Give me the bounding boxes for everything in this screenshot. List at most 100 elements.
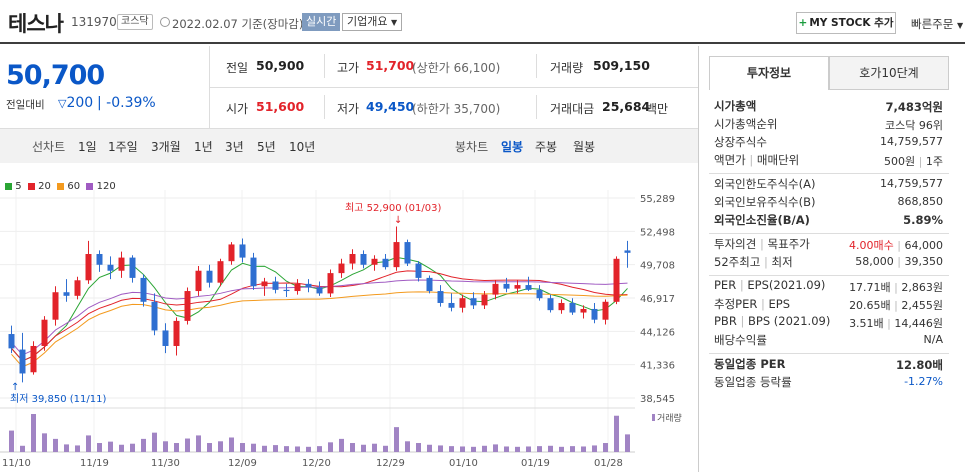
change-amount: 200 <box>66 95 94 111</box>
volume-bar <box>482 445 487 452</box>
plus-icon: + <box>798 17 808 29</box>
info-value: 500원 | 1주 <box>884 155 943 168</box>
volume-bar <box>152 432 157 452</box>
candle-weekly[interactable]: 주봉 <box>535 140 558 154</box>
volume-bar <box>592 445 597 452</box>
change-pct: | -0.39% <box>97 95 156 111</box>
volume-bar <box>108 441 113 452</box>
candle-body <box>272 281 279 290</box>
volume-bar <box>383 445 388 452</box>
high-label: 고가 <box>337 61 360 75</box>
volume-bar <box>625 434 630 452</box>
period-bar: 선차트 1일 1주일 3개월 1년 3년 5년 10년 봉차트 일봉 주봉 월봉 <box>0 128 698 163</box>
candle-body <box>74 280 81 296</box>
volume-bar <box>394 427 399 452</box>
volume-bar <box>548 445 553 452</box>
volume-bar <box>515 446 520 452</box>
info-value: 14,759,577 <box>880 177 943 190</box>
info-value: 17.71배 | 2,863원 <box>849 281 943 294</box>
volume-label: 거래량 <box>657 412 682 424</box>
down-triangle-icon: ▽ <box>58 97 67 110</box>
volume-bar <box>97 443 102 452</box>
info-value: 20.65배 | 2,455원 <box>849 299 943 312</box>
period-3m[interactable]: 3개월 <box>151 140 181 154</box>
high-value: 51,700 <box>366 58 415 73</box>
volume-bar <box>130 443 135 452</box>
chevron-down-icon: ▼ <box>390 18 398 27</box>
candle-body <box>63 292 70 296</box>
volume-bar <box>185 438 190 452</box>
ma60-swatch <box>57 182 65 190</box>
volume-bar <box>581 446 586 452</box>
volume-bar <box>284 446 289 452</box>
volume-bar <box>229 437 234 452</box>
info-key: PER | EPS(2021.09) <box>714 278 826 292</box>
candle-body <box>569 302 576 313</box>
candle-body <box>283 289 290 292</box>
candle-body <box>492 283 499 295</box>
candle-body <box>514 285 521 289</box>
y-tick-label: 44,126 <box>640 327 675 338</box>
info-key: PBR | BPS (2021.09) <box>714 314 831 328</box>
candle-body <box>459 298 466 308</box>
tab-invest-info[interactable]: 투자정보 <box>709 56 829 90</box>
mystock-add-button[interactable]: + MY STOCK 추가 <box>796 12 896 34</box>
down-arrow-icon: ↓ <box>394 215 402 226</box>
period-3y[interactable]: 3년 <box>225 140 244 154</box>
realtime-button[interactable]: 실시간 <box>302 13 341 31</box>
candle-daily[interactable]: 일봉 <box>501 140 524 154</box>
volume-bar <box>31 414 36 452</box>
info-key: 투자의견 | 목표주가 <box>714 237 810 251</box>
ma5-swatch <box>5 182 12 190</box>
ma20-swatch <box>27 182 35 190</box>
volume-bar <box>471 446 476 452</box>
period-10y[interactable]: 10년 <box>289 140 316 154</box>
tab-hoga[interactable]: 호가10단계 <box>829 56 949 90</box>
volume-bar <box>427 444 432 452</box>
period-1y[interactable]: 1년 <box>194 140 213 154</box>
volume-bar <box>350 443 355 452</box>
x-tick-label: 12/09 <box>228 458 257 469</box>
volume-bar <box>537 446 542 452</box>
volume-bar <box>174 443 179 452</box>
candle-body <box>503 283 510 289</box>
info-key: 동일업종 PER <box>714 357 786 371</box>
x-tick-label: 11/19 <box>80 458 109 469</box>
volume-bar <box>218 441 223 452</box>
candle-body <box>173 320 180 346</box>
ma60-label: 60 <box>67 181 81 192</box>
volume-bar <box>273 445 278 452</box>
volume-bar <box>361 444 366 452</box>
candle-body <box>316 287 323 294</box>
ma-legend: 5 20 60 120 <box>5 181 116 192</box>
candle-chart-label: 봉차트 <box>455 140 489 154</box>
info-key: 외국인보유주식수(B) <box>714 195 816 209</box>
period-5y[interactable]: 5년 <box>257 140 276 154</box>
x-tick-label: 01/28 <box>594 458 623 469</box>
candle-body <box>261 281 268 287</box>
candle-body <box>448 302 455 308</box>
volume-bar <box>262 445 267 452</box>
volume-bar <box>405 441 410 452</box>
info-key: 외국인소진율(B/A) <box>714 213 810 227</box>
candle-body <box>470 298 477 306</box>
corp-info-dropdown[interactable]: 기업개요 ▼ <box>342 13 403 31</box>
x-tick-label: 11/10 <box>2 458 31 469</box>
volume-bar <box>163 441 168 452</box>
period-1w[interactable]: 1주일 <box>108 140 138 154</box>
candle-monthly[interactable]: 월봉 <box>573 140 596 154</box>
quick-order-button[interactable]: 빠른주문 ▼ <box>911 16 963 32</box>
candle-body <box>118 257 125 271</box>
open-value: 51,600 <box>256 99 305 114</box>
info-key: 52주최고 | 최저 <box>714 255 793 269</box>
info-value: 코스닥 96위 <box>885 119 943 132</box>
period-1d[interactable]: 1일 <box>78 140 97 154</box>
lower-limit: (하한가 35,700) <box>412 102 501 116</box>
candle-body <box>162 330 169 346</box>
stock-chart[interactable]: 55,289 52,498 49,708 46,917 44,126 41,336 38,5… <box>0 190 698 472</box>
candle-body <box>129 257 136 278</box>
line-chart-label: 선차트 <box>32 140 66 154</box>
volume-bar <box>339 438 344 452</box>
ma120-swatch <box>86 182 94 190</box>
volume-bar <box>526 446 531 452</box>
